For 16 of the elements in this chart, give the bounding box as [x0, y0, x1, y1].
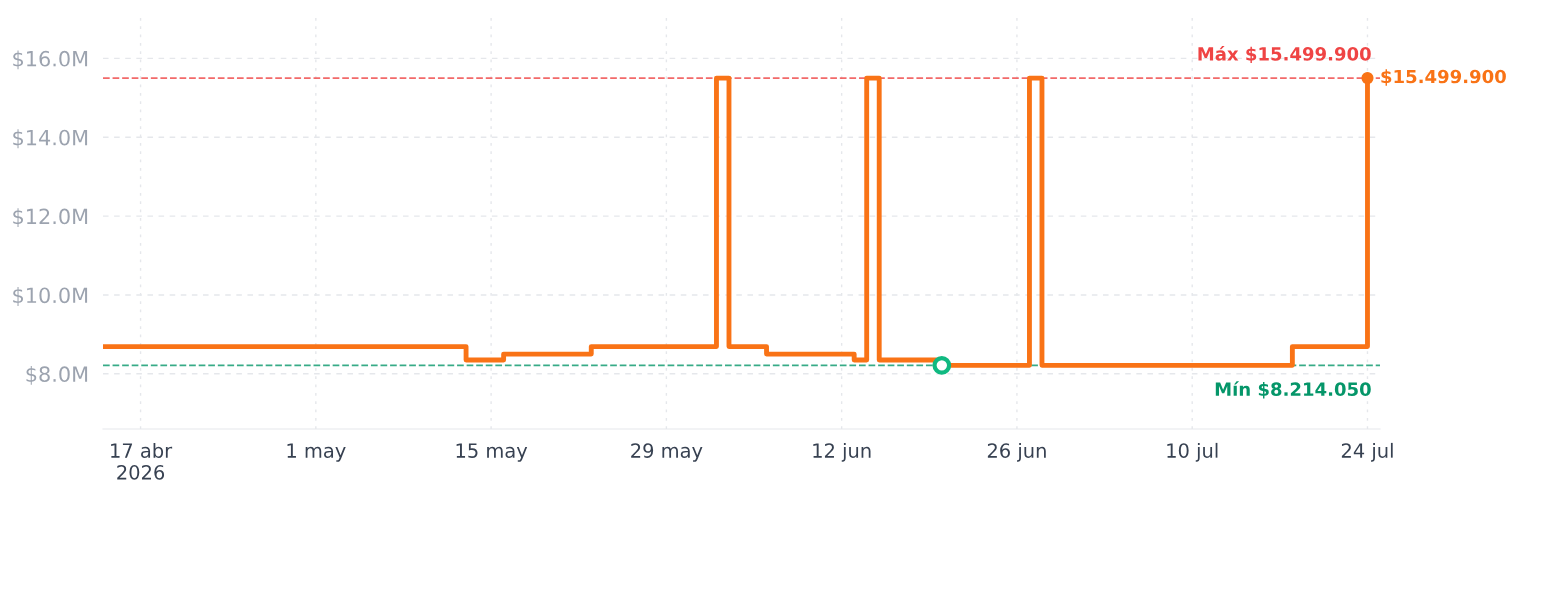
y-tick-label: $10.0M: [13, 287, 88, 306]
ref-line-label: Mín $8.214.050: [1215, 381, 1371, 399]
ref-line-label: Máx $15.499.900: [1198, 46, 1371, 64]
y-tick-label: $12.0M: [13, 208, 88, 228]
x-tick-label: 15 may: [456, 443, 528, 462]
y-tick-label: $14.0M: [13, 129, 88, 149]
x-tick-label: 10 jul: [1167, 442, 1218, 462]
x-tick-label: 24 jul: [1341, 442, 1393, 462]
x-tick-label: 1 may: [287, 443, 346, 462]
y-tick-label: $8.0M: [26, 365, 88, 385]
x-tick-label: 12 jun: [813, 442, 871, 462]
x-tick-label: 17 abr 2026: [111, 442, 173, 480]
data-label: $15.499.900: [1381, 69, 1506, 86]
y-tick-label: $16.0M: [13, 50, 88, 70]
x-tick-label: 29 may: [631, 443, 703, 462]
x-tick-label: 26 jun: [987, 442, 1046, 462]
